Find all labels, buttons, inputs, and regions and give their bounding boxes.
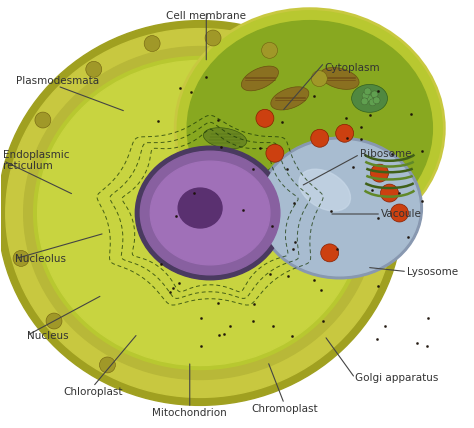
Ellipse shape <box>34 56 366 369</box>
Ellipse shape <box>299 169 350 211</box>
Ellipse shape <box>371 164 389 182</box>
Text: Mitochondrion: Mitochondrion <box>152 408 227 418</box>
Ellipse shape <box>178 188 222 228</box>
Ellipse shape <box>371 91 378 98</box>
Text: Cell membrane: Cell membrane <box>166 12 246 21</box>
Text: Plasmodesmata: Plasmodesmata <box>16 76 99 86</box>
Ellipse shape <box>364 88 371 95</box>
Ellipse shape <box>136 146 285 280</box>
Ellipse shape <box>336 124 354 142</box>
Ellipse shape <box>352 84 388 112</box>
Ellipse shape <box>203 128 246 149</box>
Text: Vacoule: Vacoule <box>381 209 422 219</box>
Text: Cytoplasm: Cytoplasm <box>324 62 380 73</box>
Ellipse shape <box>140 151 280 275</box>
Ellipse shape <box>288 223 331 244</box>
Text: Nucleus: Nucleus <box>27 330 68 341</box>
Ellipse shape <box>0 21 402 405</box>
Ellipse shape <box>331 202 369 224</box>
Ellipse shape <box>257 137 422 279</box>
Ellipse shape <box>361 98 368 105</box>
Ellipse shape <box>311 129 328 147</box>
Ellipse shape <box>150 185 201 211</box>
Ellipse shape <box>264 166 296 190</box>
Ellipse shape <box>281 172 287 178</box>
Text: Golgi apparatus: Golgi apparatus <box>355 373 438 383</box>
Text: Endoplasmic
reticulum: Endoplasmic reticulum <box>3 150 70 172</box>
Ellipse shape <box>381 184 399 202</box>
Ellipse shape <box>262 42 278 58</box>
Ellipse shape <box>256 109 274 127</box>
Text: Chloroplast: Chloroplast <box>63 387 123 397</box>
Ellipse shape <box>271 87 309 110</box>
Ellipse shape <box>35 112 51 128</box>
Ellipse shape <box>241 66 279 91</box>
Ellipse shape <box>320 68 359 89</box>
Ellipse shape <box>362 92 369 99</box>
Text: Lysosome: Lysosome <box>407 267 458 276</box>
Ellipse shape <box>373 97 380 104</box>
Text: Nucleolus: Nucleolus <box>15 254 66 264</box>
Text: Ribosome: Ribosome <box>360 149 411 159</box>
Ellipse shape <box>270 160 310 186</box>
Ellipse shape <box>173 153 227 184</box>
Ellipse shape <box>260 140 419 276</box>
Ellipse shape <box>86 61 102 77</box>
Ellipse shape <box>366 95 373 102</box>
Ellipse shape <box>369 99 376 106</box>
Ellipse shape <box>277 175 283 181</box>
Ellipse shape <box>46 313 62 329</box>
Ellipse shape <box>100 357 115 373</box>
Ellipse shape <box>311 71 327 86</box>
Ellipse shape <box>6 29 394 398</box>
Ellipse shape <box>150 161 270 265</box>
Ellipse shape <box>362 235 397 251</box>
Ellipse shape <box>321 244 338 262</box>
Ellipse shape <box>266 144 284 162</box>
Ellipse shape <box>24 47 376 380</box>
Text: Chromoplast: Chromoplast <box>251 404 318 414</box>
Ellipse shape <box>187 21 432 236</box>
Ellipse shape <box>274 171 280 177</box>
Ellipse shape <box>273 177 279 183</box>
Ellipse shape <box>279 170 285 176</box>
Ellipse shape <box>175 9 444 248</box>
Ellipse shape <box>391 204 409 222</box>
Ellipse shape <box>13 250 29 266</box>
Ellipse shape <box>144 36 160 51</box>
Ellipse shape <box>205 30 221 46</box>
Ellipse shape <box>37 60 363 366</box>
Ellipse shape <box>282 178 288 184</box>
